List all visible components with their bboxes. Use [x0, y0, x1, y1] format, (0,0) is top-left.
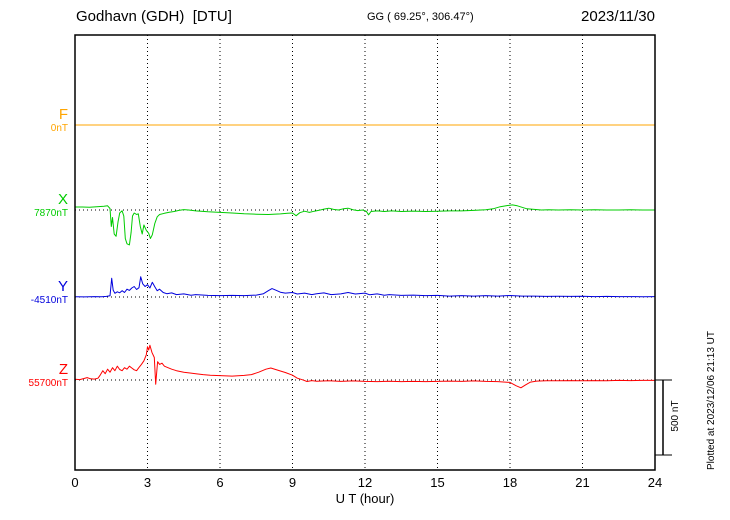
plot-date: 2023/11/30 [581, 8, 655, 25]
x-tick-label-0: 0 [71, 475, 78, 490]
component-name-Z: Z [58, 361, 68, 378]
component-name-X: X [57, 191, 68, 208]
component-baseline-value-X: 7870nT [34, 208, 68, 220]
trace-X [75, 204, 655, 246]
scale-bar [655, 379, 672, 456]
station-title: Godhavn (GDH) [DTU] [76, 8, 232, 25]
component-label-Y: Y -4510nT [0, 278, 68, 307]
plot-frame [74, 34, 656, 471]
x-tick-label-3: 3 [144, 475, 151, 490]
plotted-at-label: Plotted at 2023/12/06 21:13 UT [706, 331, 717, 470]
component-label-F: F 0nT [0, 106, 68, 135]
component-label-Z: Z 55700nT [0, 361, 68, 390]
component-label-X: X 7870nT [0, 191, 68, 220]
component-name-Y: Y [57, 278, 68, 295]
geographic-coords: GG ( 69.25°, 306.47°) [367, 11, 474, 23]
x-tick-label-6: 6 [216, 475, 223, 490]
scale-bar-label: 500 nT [670, 400, 681, 432]
component-baseline-value-Z: 55700nT [28, 378, 68, 390]
x-tick-label-24: 24 [648, 475, 662, 490]
x-tick-label-18: 18 [503, 475, 517, 490]
component-baseline-value-F: 0nT [50, 123, 68, 135]
x-tick-label-21: 21 [575, 475, 589, 490]
x-axis-label: U T (hour) [335, 491, 395, 506]
trace-Z [74, 344, 655, 389]
x-tick-label-12: 12 [358, 475, 372, 490]
x-tick-label-9: 9 [289, 475, 296, 490]
x-tick-label-15: 15 [430, 475, 444, 490]
component-name-F: F [58, 106, 68, 123]
component-baseline-value-Y: -4510nT [30, 295, 68, 307]
trace-Y [74, 276, 656, 298]
